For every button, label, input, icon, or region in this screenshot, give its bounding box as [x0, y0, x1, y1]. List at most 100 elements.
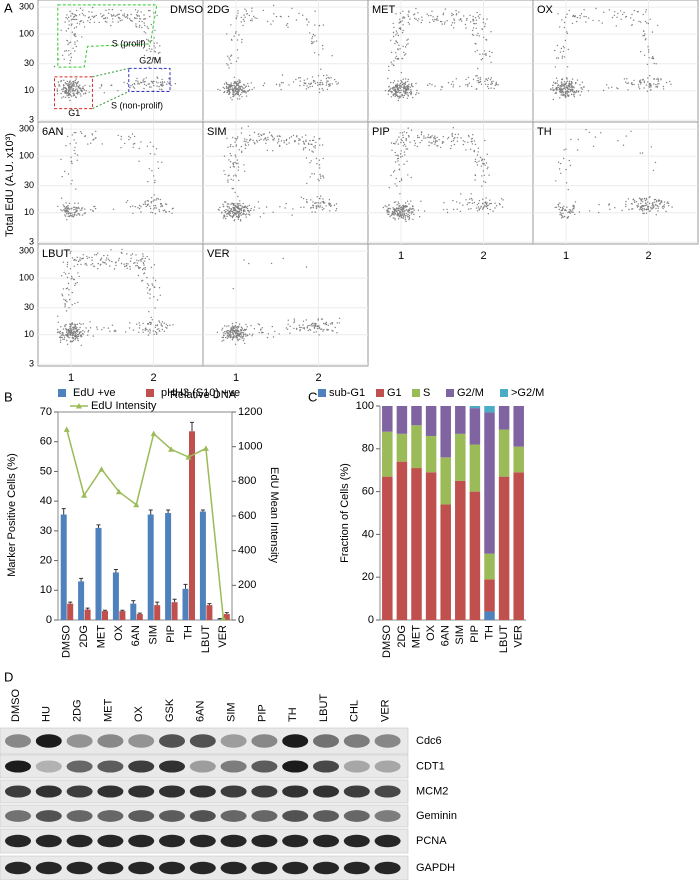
scatter-dot — [121, 248, 123, 251]
scatter-dot — [309, 85, 311, 88]
scatter-dot — [406, 86, 408, 89]
scatter-dot — [555, 92, 557, 95]
scatter-dot — [104, 262, 106, 264]
blot-band — [159, 785, 185, 798]
scatter-dot — [650, 85, 652, 87]
scatter-dot — [327, 80, 329, 83]
scatter-dot — [295, 78, 297, 81]
scatter-dot — [309, 176, 311, 178]
scatter-dot — [465, 27, 467, 29]
scatter-dot — [154, 279, 157, 282]
scatter-dot — [237, 195, 239, 198]
blot-band — [159, 734, 185, 748]
scatter-dot — [475, 75, 477, 77]
y-tick-label: 40 — [362, 528, 374, 540]
scatter-dot — [555, 77, 558, 79]
scatter-dot — [123, 263, 125, 265]
scatter-dot — [138, 160, 140, 162]
scatter-dot — [76, 154, 79, 156]
scatter-dot — [392, 142, 395, 145]
scatter-dot — [237, 86, 240, 89]
scatter-dot — [571, 82, 573, 84]
x-tick-label: 1 — [68, 372, 74, 384]
scatter-dot — [322, 201, 325, 204]
scatter-dot — [109, 330, 111, 332]
scatter-dot — [405, 145, 407, 147]
scatter-dot — [82, 14, 85, 16]
scatter-dot — [227, 90, 229, 92]
scatter-dot — [614, 207, 616, 209]
scatter-dot — [152, 277, 154, 279]
scatter-dot — [71, 86, 73, 89]
blot-band — [35, 834, 62, 848]
scatter-dot — [579, 17, 581, 19]
scatter-dot — [278, 333, 280, 335]
scatter-dot — [576, 20, 578, 23]
scatter-dot — [430, 142, 432, 144]
scatter-dot — [601, 22, 603, 24]
scatter-dot — [302, 327, 304, 329]
subplot-frame — [532, 0, 699, 123]
scatter-dot — [571, 78, 574, 80]
scatter-dot — [237, 207, 240, 209]
bar — [199, 511, 206, 620]
scatter-dot — [120, 9, 122, 12]
scatter-dot — [69, 327, 71, 329]
scatter-dot — [389, 215, 391, 218]
scatter-dot — [650, 146, 652, 148]
scatter-dot — [395, 34, 397, 36]
scatter-dot — [476, 34, 478, 37]
scatter-dot — [642, 13, 644, 16]
blot-band — [159, 810, 185, 822]
scatter-dot — [129, 206, 132, 208]
scatter-dot — [395, 13, 397, 15]
scatter-dot — [401, 89, 403, 92]
scatter-dot — [75, 211, 77, 213]
scatter-dot — [140, 260, 142, 262]
scatter-dot — [480, 59, 482, 61]
scatter-dot — [249, 134, 251, 136]
scatter-dot — [75, 327, 77, 330]
scatter-dot — [236, 329, 238, 331]
scatter-dot — [228, 67, 230, 69]
legend-swatch — [58, 389, 66, 397]
scatter-dot — [71, 179, 73, 182]
y-tick-label: 20 — [40, 554, 52, 566]
scatter-dot — [232, 215, 234, 217]
scatter-dot — [151, 40, 153, 42]
blot-band — [374, 810, 401, 822]
bar — [67, 603, 74, 620]
scatter-dot — [88, 16, 90, 18]
scatter-dot — [128, 327, 131, 329]
legend-swatch — [446, 389, 454, 397]
scatter-dot — [394, 161, 397, 163]
scatter-dot — [661, 206, 663, 208]
scatter-dot — [129, 86, 131, 89]
scatter-dot — [455, 78, 457, 80]
scatter-dot — [659, 203, 662, 205]
scatter-dot — [91, 256, 93, 259]
scatter-dot — [325, 322, 327, 325]
scatter-dot — [654, 161, 657, 164]
subplot-frame — [202, 121, 369, 245]
scatter-dot — [83, 331, 86, 333]
scatter-dot — [471, 85, 473, 88]
scatter-dot — [653, 78, 655, 80]
scatter-dot — [143, 272, 146, 274]
scatter-dot — [565, 209, 567, 212]
error-bar — [224, 612, 229, 615]
bar — [130, 603, 137, 620]
scatter-dot — [243, 140, 245, 142]
scatter-dot — [408, 92, 410, 94]
scatter-dot — [600, 132, 602, 134]
scatter-dot — [306, 24, 308, 26]
line-marker — [81, 492, 88, 498]
scatter-dot — [320, 79, 322, 82]
bar-segment — [455, 433, 466, 481]
scatter-dot — [68, 92, 71, 95]
scatter-dot — [560, 217, 563, 219]
scatter-dot — [258, 207, 260, 209]
scatter-dot — [397, 201, 399, 203]
scatter-dot — [444, 21, 446, 23]
scatter-dot — [437, 19, 439, 21]
